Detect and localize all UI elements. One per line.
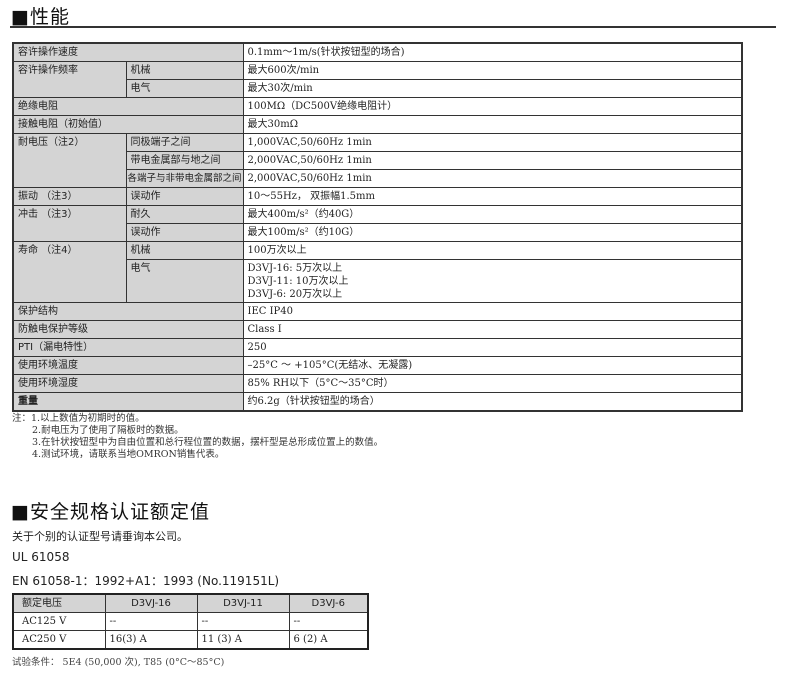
table-row: 使用环境温度 –25°C ～ +105°C(无结冰、无凝露) (12, 356, 743, 375)
cell: -- (196, 612, 290, 631)
table-row: AC125 V -- -- -- (12, 612, 369, 631)
life-d3vj-16: D3VJ-16: 5万次以上 (247, 263, 343, 274)
cell: -- (104, 612, 198, 631)
row-label: PTI（漏电特性） (12, 338, 244, 357)
row-value: D3VJ-16: 5万次以上 D3VJ-11: 10万次以上 D3VJ-6: 20万… (242, 259, 743, 303)
life-d3vj-6: D3VJ-6: 20万次以上 (247, 289, 343, 300)
safety-intro: 关于个别的认证型号请垂询本公司。 (12, 530, 188, 543)
table-row: 各端子与非带电金属部之间 2,000VAC,50/60Hz 1min (13, 169, 743, 188)
row-value: 10～55Hz， 双振幅1.5mm (242, 187, 743, 206)
row-value: –25°C ～ +105°C(无结冰、无凝露) (242, 356, 743, 375)
table-row: 电气 D3VJ-16: 5万次以上 D3VJ-11: 10万次以上 D3VJ-6: 2… (13, 259, 743, 303)
table-row: 重量 约6.2g（针状按钮型的场合） (12, 392, 743, 412)
row-label: 防触电保护等级 (12, 320, 244, 339)
note: 4.测试环境，请联系当地OMRON销售代表。 (32, 449, 225, 460)
cell: 16(3) A (104, 630, 198, 650)
row-sublabel: 耐久 (125, 205, 244, 224)
row-label: 使用环境湿度 (12, 374, 244, 393)
row-value: 最大30mΩ (242, 115, 743, 134)
header-cell: D3VJ-16 (104, 593, 198, 613)
life-d3vj-11: D3VJ-11: 10万次以上 (247, 276, 349, 287)
row-sublabel: 同极端子之间 (125, 133, 244, 152)
cell: -- (288, 612, 369, 631)
row-sublabel: 机械 (125, 61, 244, 80)
table-row: 振动 （注3） 误动作 10～55Hz， 双振幅1.5mm (12, 187, 743, 206)
table-row: 保护结构 IEC IP40 (12, 302, 743, 321)
row-value: 100万次以上 (242, 241, 743, 260)
row-label: 容许操作频率 (12, 61, 127, 98)
row-sublabel: 电气 (125, 259, 244, 303)
table-row: 绝缘电阻 100MΩ（DC500V绝缘电阻计） (12, 97, 743, 116)
table-row: 耐电压（注2） 同极端子之间 1,000VAC,50/60Hz 1min (12, 133, 743, 188)
row-label: 重量 (12, 392, 244, 412)
table-row: 容许操作频率 机械 最大600次/min (12, 61, 743, 98)
row-sublabel: 机械 (125, 241, 244, 260)
performance-table: 容许操作速度 0.1mm～1m/s(针状按钮型的场合) 容许操作频率 机械 最大600… (12, 42, 743, 412)
notes: 注：1.以上数值为初期时的值。 2.耐电压为了使用了隔板时的数据。 3.在针状按… (12, 413, 383, 461)
row-label: 振动 （注3） (12, 187, 127, 206)
standard-en: EN 61058-1：1992+A1：1993 (No.119151L) (12, 574, 280, 588)
row-value: 最大30次/min (242, 79, 743, 98)
row-value: 100MΩ（DC500V绝缘电阻计） (242, 97, 743, 116)
header-cell: D3VJ-6 (288, 593, 369, 613)
title-divider (10, 26, 776, 28)
test-conditions: 试验条件： 5E4 (50,000 次), T85 (0°C～85°C) (12, 657, 225, 668)
table-row: 防触电保护等级 Class I (12, 320, 743, 339)
row-label: 绝缘电阻 (12, 97, 244, 116)
row-sublabel: 误动作 (125, 223, 244, 242)
cell: AC125 V (12, 612, 106, 631)
table-row: 电气 最大30次/min (13, 79, 743, 98)
safety-title: ■安全规格认证额定值 (11, 501, 210, 523)
note: 3.在针状按钮型中为自由位置和总行程位置的数据，摆杆型是总形成位置上的数值。 (32, 437, 384, 448)
row-label: 使用环境温度 (12, 356, 244, 375)
row-value: 2,000VAC,50/60Hz 1min (242, 151, 743, 170)
header-cell: D3VJ-11 (196, 593, 290, 613)
header-cell: 额定电压 (12, 593, 106, 613)
row-value: 最大100m/s²（约10G） (242, 223, 743, 242)
row-value: 85% RH以下（5°C～35°C时） (242, 374, 743, 393)
row-label: 冲击 （注3） (12, 205, 127, 242)
row-value: 2,000VAC,50/60Hz 1min (242, 169, 743, 188)
table-row: 使用环境湿度 85% RH以下（5°C～35°C时） (12, 374, 743, 393)
table-header-row: 额定电压 D3VJ-16 D3VJ-11 D3VJ-6 (12, 593, 369, 613)
row-sublabel: 误动作 (125, 187, 244, 206)
table-row: 接触电阻（初始值） 最大30mΩ (12, 115, 743, 134)
table-row: 容许操作速度 0.1mm～1m/s(针状按钮型的场合) (12, 42, 743, 62)
row-value: IEC IP40 (242, 302, 743, 321)
row-value: 最大400m/s²（约40G） (242, 205, 743, 224)
row-label: 耐电压（注2） (12, 133, 127, 188)
row-value: 1,000VAC,50/60Hz 1min (242, 133, 743, 152)
row-value: Class I (242, 320, 743, 339)
row-sublabel: 各端子与非带电金属部之间 (125, 169, 244, 188)
standard-ul: UL 61058 (12, 550, 70, 564)
row-label: 容许操作速度 (12, 42, 244, 62)
row-sublabel: 电气 (125, 79, 244, 98)
row-label: 寿命 （注4） (12, 241, 127, 303)
cell: 11 (3) A (196, 630, 290, 650)
row-value: 0.1mm～1m/s(针状按钮型的场合) (242, 42, 743, 62)
note: 2.耐电压为了使用了隔板时的数据。 (32, 425, 184, 436)
row-label: 接触电阻（初始值） (12, 115, 244, 134)
row-label: 保护结构 (12, 302, 244, 321)
table-row: 寿命 （注4） 机械 100万次以上 (12, 241, 743, 303)
row-value: 约6.2g（针状按钮型的场合） (242, 392, 743, 412)
performance-title: ■性能 (11, 6, 70, 28)
row-value: 最大600次/min (242, 61, 743, 80)
rating-table: 额定电压 D3VJ-16 D3VJ-11 D3VJ-6 AC125 V -- -- -- A… (12, 593, 369, 650)
cell: 6 (2) A (288, 630, 369, 650)
table-row: 误动作 最大100m/s²（约10G） (13, 223, 743, 242)
table-row: 冲击 （注3） 耐久 最大400m/s²（约40G） (12, 205, 743, 242)
table-row: PTI（漏电特性） 250 (12, 338, 743, 357)
cell: AC250 V (12, 630, 106, 650)
row-value: 250 (242, 338, 743, 357)
row-sublabel: 带电金属部与地之间 (125, 151, 244, 170)
note: 注：1.以上数值为初期时的值。 (12, 413, 145, 424)
